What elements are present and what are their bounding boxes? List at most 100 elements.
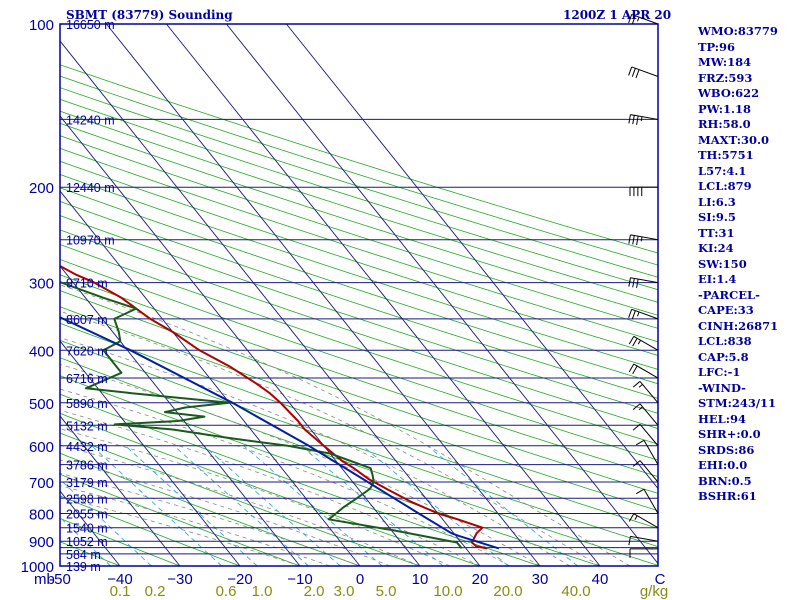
wind-barb — [629, 186, 658, 197]
isotherm-line — [60, 415, 181, 566]
height-label: 16650 m — [66, 18, 115, 32]
wind-barb-staff — [639, 403, 659, 426]
wind-barb — [632, 423, 659, 447]
dry-adiabat-line — [60, 244, 658, 445]
wind-barb-half-flag — [637, 339, 641, 345]
temperature-tick-label: 0 — [356, 571, 364, 588]
wind-barb — [635, 488, 659, 514]
index-item: LI:6.3 — [698, 194, 736, 209]
pressure-tick-label: 500 — [29, 396, 54, 413]
wind-barb-flag — [628, 14, 633, 24]
dry-adiabat-line — [60, 201, 658, 399]
index-item: SRDS:86 — [698, 442, 755, 457]
wind-barb-flag — [632, 403, 641, 410]
index-item: FRZ:593 — [698, 70, 753, 85]
height-label: 14240 m — [66, 113, 115, 127]
isotherm-line — [60, 190, 361, 566]
wind-barb-flag — [628, 114, 631, 124]
wind-barb-half-flag — [638, 384, 643, 388]
height-label: 7620 m — [66, 344, 108, 358]
isotherm-line — [166, 24, 601, 566]
height-label: 8607 m — [66, 313, 108, 327]
wind-barb-flag — [636, 115, 639, 125]
mixing-ratio-tick-label: 3.0 — [334, 583, 355, 600]
wind-barb-flag — [628, 363, 635, 373]
index-item: PW:1.18 — [698, 101, 752, 116]
isotherm-line — [60, 40, 481, 566]
wind-barb — [628, 308, 659, 320]
wind-barb-flag — [632, 115, 635, 125]
wind-barb-staff — [643, 488, 659, 514]
wind-barb-half-flag — [640, 236, 643, 242]
wind-barb-flag — [631, 68, 636, 77]
isotherm-line — [60, 115, 421, 566]
dry-adiabat-line — [60, 98, 658, 291]
index-item: RH:58.0 — [698, 117, 751, 131]
height-label: 584 m — [66, 548, 101, 562]
wind-barb-staff — [630, 277, 659, 284]
height-label: 9710 m — [66, 277, 108, 291]
height-label: 5890 m — [66, 397, 108, 411]
index-item: HEL:94 — [698, 411, 746, 426]
wind-barb — [628, 363, 659, 379]
wind-barb-flag — [636, 279, 639, 289]
station-title: SBMT (83779) Sounding — [66, 8, 233, 22]
wind-barb-flag — [628, 66, 633, 76]
index-item: BSHR:61 — [698, 489, 757, 503]
wind-barb-staff — [630, 234, 659, 241]
wind-barb — [628, 66, 659, 79]
wind-barb-staff — [633, 335, 659, 351]
wind-barb — [628, 513, 659, 529]
dry-adiabat-line — [60, 135, 658, 329]
plot-border — [59, 23, 659, 567]
mixing-ratio-tick-label: 0.6 — [216, 583, 237, 600]
index-item: LFC:-1 — [698, 365, 741, 379]
pressure-tick-label: 300 — [29, 276, 54, 293]
temperature-tick-label: -50 — [49, 571, 71, 588]
isotherm-line — [60, 265, 301, 566]
dry-adiabat-line — [60, 160, 658, 356]
dry-adiabat-line — [60, 229, 658, 429]
mixing-ratio-tick-label: 2.0 — [304, 583, 325, 600]
index-item: CAP:5.8 — [698, 349, 749, 364]
pressure-tick-label: 400 — [29, 343, 54, 360]
wind-barb-staff — [630, 535, 659, 542]
pressure-tick-label: 1000 — [21, 559, 54, 576]
temperature-profile-line — [60, 264, 488, 550]
wind-barb-flag — [631, 310, 636, 320]
mixing-ratio-tick-label: 1.0 — [252, 583, 273, 600]
wind-barb — [632, 403, 659, 426]
temperature-tick-label: −20 — [227, 571, 252, 588]
mixing-ratio-tick-label: 0.1 — [110, 583, 131, 600]
height-label: 10970 m — [66, 234, 115, 248]
temperature-tick-label: −10 — [287, 571, 312, 588]
wind-barb-staff — [633, 363, 659, 379]
dry-adiabat-line — [60, 75, 658, 266]
temperature-tick-label: C — [655, 571, 666, 588]
dry-adiabat-line — [60, 432, 421, 566]
wind-barb-staff — [633, 513, 659, 529]
mixing-ratio-line — [203, 445, 341, 566]
wind-barb-flag — [632, 460, 641, 467]
temperature-tick-label: 30 — [532, 571, 549, 588]
temperature-tick-label: 40 — [592, 571, 609, 588]
height-label: 2598 m — [66, 492, 108, 506]
wind-barb — [632, 381, 659, 404]
index-item: -WIND- — [698, 380, 746, 395]
dry-adiabat-line — [60, 122, 658, 316]
index-item: STM:243/11 — [698, 396, 777, 410]
wind-barb-flag — [628, 536, 631, 546]
mixing-ratio-tick-label: g/kg — [640, 583, 668, 600]
wind-barb-half-flag — [634, 515, 638, 520]
height-label: 1052 m — [66, 535, 108, 549]
wind-barb-half-flag — [638, 406, 643, 411]
dry-adiabat-line — [60, 215, 658, 414]
wind-barb-flag — [631, 15, 636, 25]
wind-barb-half-flag — [637, 311, 640, 317]
wind-barb-flag — [632, 338, 638, 347]
isotherm-line — [286, 24, 658, 490]
height-label: 5132 m — [66, 419, 108, 433]
dry-adiabat-line — [60, 110, 658, 303]
wind-barb-flag — [628, 513, 635, 522]
wind-barb — [628, 535, 659, 546]
